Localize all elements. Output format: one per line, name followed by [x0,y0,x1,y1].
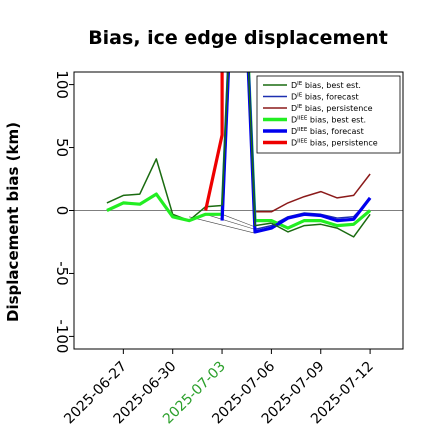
series-line [271,213,371,238]
legend-label: DIIEE bias, persistence [291,139,378,148]
y-tick-label: 0 [53,206,71,216]
legend-label: DIE bias, forecast [291,93,359,102]
connector-line [189,216,256,234]
legend-label: DIIEE bias, best est. [291,116,366,125]
legend-label: DIE bias, best est. [291,81,361,90]
series-line [221,72,272,227]
y-tick-label: -100 [53,319,71,353]
series-line [106,158,223,222]
connector-line [221,214,256,228]
legend: DIE bias, best est. DIE bias, forecast DIE… [256,75,401,154]
connector-line [205,214,256,230]
y-tick-label: 50 [53,138,71,157]
series-line [204,72,224,211]
series-line [255,173,371,213]
series-line [106,72,372,230]
series-group [74,72,403,238]
plot-area [74,72,403,238]
y-tick-label: -50 [53,261,71,286]
legend-label: DIIEE bias, forecast [291,127,364,136]
legend-label: DIE bias, persistence [291,104,373,113]
y-tick-label: 100 [53,70,71,99]
series-line [220,72,372,234]
chart-title: Bias, ice edge displacement [88,27,388,49]
legend-box [256,75,401,154]
y-axis-label: Displacement bias (km) [4,122,22,322]
